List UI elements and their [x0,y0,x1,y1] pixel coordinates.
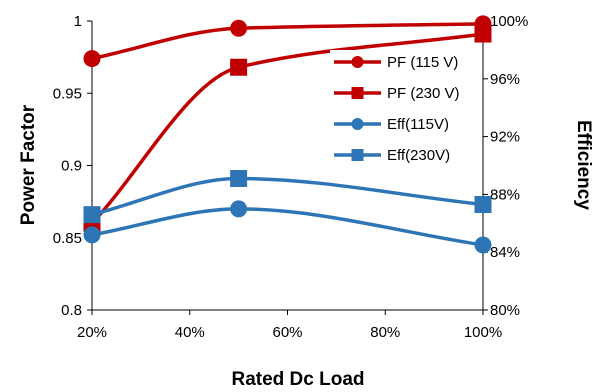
y-tick-label: 0.9 [61,158,82,175]
y-tick-label: 0.8 [61,302,82,319]
data-point [83,226,101,244]
legend-label: PF (115 V) [387,54,458,71]
y-tick-label: 0.85 [53,230,82,247]
y2-tick-label: 92% [490,129,520,146]
legend-label: Eff(230V) [387,147,450,164]
y2-axis-title: Efficiency [573,120,594,210]
y-tick-label: 0.95 [53,85,82,102]
legend-item: Eff(230V) [330,143,480,167]
legend-swatch-marker [351,149,364,161]
series-line [91,207,484,247]
data-point [230,58,248,76]
data-point [83,50,101,68]
x-axis-title: Rated Dc Load [231,369,364,390]
series-line [91,176,484,217]
data-point [474,196,492,214]
x-tick-label: 60% [272,324,302,341]
y-axis-title: Power Factor [18,104,39,225]
legend-label: PF (230 V) [387,85,460,102]
series-4 [83,170,492,224]
data-point [230,200,248,218]
y2-tick-label: 84% [490,244,520,261]
legend-label: Eff(115V) [387,116,449,133]
legend-swatch-marker [351,56,364,68]
data-point [474,236,492,254]
data-point [230,19,248,37]
axes: 0.8 0.85 0.9 0.95 1 80% 84% 88% 92% 96% 100% 20% 40%… [53,13,529,341]
series-layer [83,15,492,254]
x-tick-label: 100% [464,324,502,341]
x-tick-label: 80% [370,324,400,341]
legend: PF (115 V) PF (230 V) Eff(115V) Eff(230V) [330,50,480,167]
x-tick-label: 40% [175,324,205,341]
y2-tick-label: 100% [490,13,528,30]
legend-item: PF (115 V) [330,50,480,74]
data-point [474,25,492,43]
y2-tick-label: 96% [490,71,520,88]
y2-tick-label: 80% [490,302,520,319]
legend-item: PF (230 V) [330,81,480,105]
x-tick-label: 20% [77,324,107,341]
legend-swatch-marker [351,118,364,130]
data-point [230,170,248,188]
y-tick-label: 1 [74,13,82,30]
series-1 [83,15,492,68]
data-point [83,206,101,224]
y2-tick-label: 88% [490,186,520,203]
series-3 [83,200,492,254]
legend-swatch-marker [351,87,364,99]
legend-item: Eff(115V) [330,112,480,136]
